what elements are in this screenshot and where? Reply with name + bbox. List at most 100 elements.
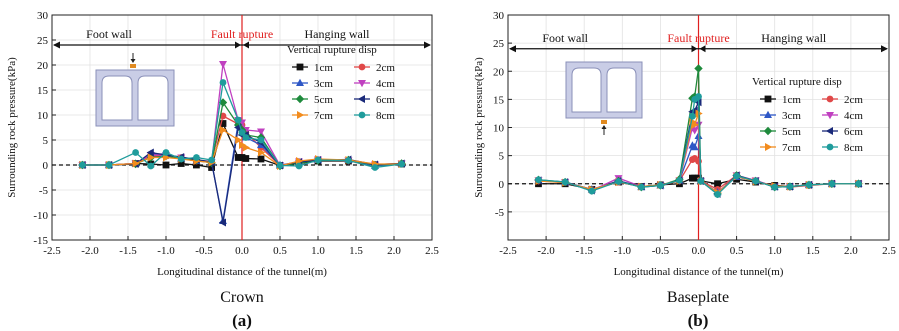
data-point-7cm — [242, 143, 250, 152]
legend-entry-1cm: 1cm — [314, 62, 333, 74]
legend-entry-8cm: 8cm — [376, 110, 395, 122]
legend-swatch-marker — [765, 143, 773, 151]
x-tick-label: 0.5 — [730, 245, 744, 257]
data-point-4cm — [219, 61, 227, 69]
legend-swatch-marker — [826, 95, 834, 103]
data-point-8cm — [561, 178, 569, 186]
y-tick-label: 20 — [493, 66, 505, 78]
data-point-8cm — [193, 154, 200, 161]
legend-swatch-marker — [763, 126, 773, 136]
data-point-8cm — [752, 177, 760, 185]
data-point-8cm — [676, 176, 683, 184]
y-tick-label: 5 — [43, 135, 49, 147]
y-axis-label: Surrounding rock pressure(kPa) — [6, 57, 18, 198]
data-point-8cm — [733, 172, 740, 180]
panel-label: (a) — [232, 311, 252, 330]
x-tick-label: 1.0 — [768, 245, 782, 257]
x-tick-label: -1.5 — [119, 245, 137, 257]
zone-label-fault-rupture: Fault rupture — [211, 27, 273, 41]
data-point-1cm — [193, 161, 200, 169]
legend-entry-7cm: 7cm — [782, 142, 801, 154]
x-tick-label: 2.0 — [387, 245, 401, 257]
x-tick-label: 0.5 — [273, 245, 287, 257]
tunnel-cell-right — [137, 75, 169, 121]
x-tick-label: -2.0 — [537, 245, 555, 257]
data-point-8cm — [242, 134, 250, 141]
tunnel-cell-right — [606, 67, 637, 113]
data-point-7cm — [239, 141, 247, 149]
tunnel-cell-left — [101, 75, 133, 121]
data-point-8cm — [637, 183, 645, 191]
y-tick-label: 15 — [37, 85, 49, 97]
data-point-8cm — [371, 164, 379, 171]
x-tick-label: 1.5 — [806, 245, 820, 257]
zone-label-fault-rupture: Fault rupture — [667, 31, 729, 45]
legend-entry-3cm: 3cm — [782, 110, 801, 122]
zone-arrowhead-left — [53, 41, 60, 49]
y-tick-label: 25 — [493, 38, 505, 50]
panel-label: (b) — [688, 311, 709, 330]
data-point-8cm — [295, 162, 303, 170]
data-point-7cm — [235, 136, 243, 144]
data-point-7cm — [691, 120, 699, 129]
x-tick-label: -2.5 — [43, 245, 61, 257]
y-tick-label: -10 — [33, 210, 48, 222]
legend-swatch-marker — [296, 63, 304, 71]
data-point-8cm — [615, 178, 622, 185]
tunnel-cell-left — [571, 67, 602, 113]
x-tick-label: 2.0 — [844, 245, 858, 257]
panel-caption: Crown — [220, 289, 264, 306]
legend-entry-2cm: 2cm — [376, 62, 395, 74]
legend-title: Vertical rupture disp — [752, 76, 842, 88]
legend-swatch-marker — [826, 143, 834, 151]
zone-label-hanging-wall: Hanging wall — [761, 31, 827, 45]
legend-swatch-marker — [764, 110, 772, 118]
legend-entry-5cm: 5cm — [782, 126, 801, 138]
data-point-1cm — [162, 161, 170, 169]
zone-arrowhead-center-left — [235, 41, 241, 49]
data-point-8cm — [855, 180, 862, 188]
data-point-1cm — [219, 120, 227, 127]
x-tick-label: -0.5 — [195, 245, 213, 257]
data-point-1cm — [257, 155, 265, 163]
zone-arrowhead-left — [509, 45, 516, 53]
legend-swatch-marker — [358, 63, 366, 71]
legend-entry-4cm: 4cm — [844, 110, 863, 122]
y-tick-label: 30 — [493, 10, 505, 22]
legend-entry-6cm: 6cm — [376, 94, 395, 106]
pressure-gauge-marker — [130, 64, 136, 68]
data-point-7cm — [220, 126, 228, 134]
zone-arrowhead-right — [424, 41, 431, 49]
data-point-8cm — [314, 156, 322, 164]
data-point-8cm — [345, 157, 352, 164]
legend-swatch-marker — [358, 80, 366, 88]
x-axis-label: Longitudinal distance of the tunnel(m) — [157, 266, 327, 278]
legend-entry-7cm: 7cm — [314, 110, 333, 122]
data-point-6cm — [218, 218, 226, 227]
x-tick-label: -1.0 — [614, 245, 632, 257]
series-8cm — [535, 93, 862, 198]
data-point-8cm — [588, 187, 596, 195]
legend-entry-2cm: 2cm — [844, 94, 863, 106]
panel-caption: Baseplate — [667, 289, 729, 306]
zone-arrowhead-center-left — [691, 45, 698, 53]
data-point-5cm — [694, 64, 703, 73]
legend-swatch-marker — [297, 111, 305, 119]
data-point-6cm — [146, 148, 154, 157]
data-point-1cm — [234, 154, 242, 161]
x-tick-label: -0.5 — [652, 245, 670, 257]
legend-swatch-marker — [358, 111, 366, 119]
data-point-4cm — [257, 128, 265, 136]
pressure-gauge-marker — [601, 120, 607, 124]
zone-label-foot-wall: Foot wall — [86, 27, 132, 41]
data-point-8cm — [219, 79, 227, 86]
data-point-8cm — [177, 155, 185, 163]
y-tick-label: 15 — [493, 94, 505, 106]
x-tick-label: 2.5 — [425, 245, 439, 257]
chart-panel-crown: -2.5 -2.0 -1.5 -1.0 -0.5 0.0 0.5 1.0 1.5 2.0 2.5 -1… — [6, 10, 439, 330]
x-tick-label: 0.0 — [235, 245, 249, 257]
zone-arrowhead-right — [881, 45, 888, 53]
data-point-8cm — [689, 112, 696, 120]
gauge-pointer-arrowhead — [130, 59, 136, 63]
data-point-8cm — [695, 93, 702, 100]
